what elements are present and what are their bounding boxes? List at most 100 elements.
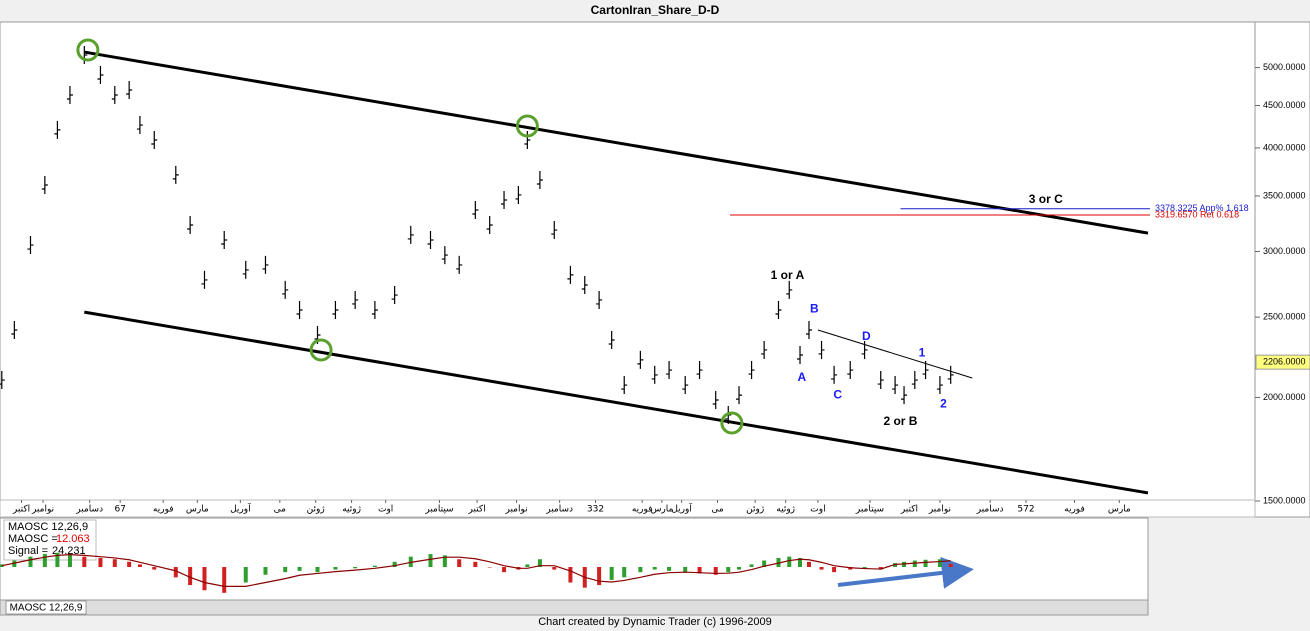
price-bar <box>901 386 908 405</box>
price-bar <box>877 371 884 390</box>
osc-bar <box>315 567 320 573</box>
osc-bar <box>948 563 953 567</box>
osc-bar <box>473 561 478 567</box>
osc-bar <box>188 567 193 586</box>
osc-bar <box>82 556 87 567</box>
osc-bar <box>173 567 178 578</box>
x-tick-label: سپتامبر <box>855 505 884 515</box>
price-bar <box>486 215 493 234</box>
price-bar <box>54 120 61 139</box>
osc-bar <box>787 556 792 567</box>
osc-bar <box>537 559 542 567</box>
price-bar <box>775 300 782 319</box>
price-bar <box>201 270 208 289</box>
fib-label: 3319.6570 Ret 0.618 <box>1155 209 1239 219</box>
osc-bar <box>609 567 614 580</box>
osc-bar <box>502 567 507 573</box>
osc-bar <box>112 559 117 567</box>
x-tick-label: دسامبر <box>545 505 573 515</box>
osc-bar <box>597 567 602 586</box>
trend-arrow <box>837 556 974 589</box>
x-tick-label: مارس <box>1108 505 1131 515</box>
osc-bar <box>152 567 157 570</box>
wave-label: 1 or A <box>771 268 805 282</box>
y-tick-label: 4000.0000 <box>1263 142 1306 152</box>
x-tick-label: ژوئن <box>746 505 764 515</box>
price-bar <box>172 165 179 184</box>
price-bar <box>551 221 558 240</box>
trend-line <box>817 329 973 379</box>
price-bar <box>581 276 588 295</box>
price-bar <box>515 185 522 204</box>
y-tick-label: 5000.0000 <box>1263 62 1306 72</box>
osc-bar <box>353 567 358 569</box>
price-bar <box>712 390 719 409</box>
osc-bar <box>333 567 338 570</box>
osc-bar <box>832 567 837 573</box>
x-tick-label: فوریه <box>1064 505 1085 515</box>
x-tick-label: می <box>274 505 287 515</box>
wave-label: B <box>810 301 819 315</box>
last-price-box <box>1255 354 1310 370</box>
pivot-circle <box>515 114 539 138</box>
osc-bar <box>568 567 573 583</box>
price-bar <box>41 176 48 195</box>
wave-label: C <box>833 388 842 402</box>
osc-legend-value: 12.063 <box>56 533 90 545</box>
wave-label: 1 <box>919 345 926 359</box>
x-tick-label: 572 <box>1017 505 1034 515</box>
price-bar <box>472 201 479 220</box>
osc-bar <box>749 564 754 567</box>
y-tick-label: 2500.0000 <box>1263 311 1306 321</box>
osc-bar <box>55 552 60 567</box>
price-bar <box>282 280 289 299</box>
osc-bar <box>98 557 103 567</box>
tab[interactable] <box>5 600 87 615</box>
price-bar <box>151 130 158 149</box>
price-bar <box>936 376 943 395</box>
osc-bar <box>667 567 672 571</box>
osc-legend-name: MAOSC = <box>8 533 58 545</box>
x-tick-label: اکتبر <box>468 505 486 515</box>
y-tick-label: 4500.0000 <box>1263 100 1306 110</box>
y-tick-label: 2000.0000 <box>1263 392 1306 402</box>
price-bar <box>0 371 5 390</box>
x-tick-label: 332 <box>587 505 604 515</box>
price-bar <box>187 215 194 234</box>
osc-bar <box>442 555 447 567</box>
price-bar <box>786 280 793 299</box>
y-tick-label: 1500.0000 <box>1263 495 1306 505</box>
osc-bar <box>762 560 767 567</box>
pivot-circle <box>76 38 100 62</box>
osc-bar <box>297 567 302 571</box>
price-bar <box>97 65 104 84</box>
osc-bar <box>878 567 883 570</box>
price-bar <box>296 300 303 319</box>
price-bar <box>847 361 854 380</box>
wave-label: D <box>862 329 871 343</box>
osc-bar <box>283 567 288 573</box>
price-bar <box>696 361 703 380</box>
osc-bar <box>726 567 731 573</box>
x-tick-label: نوامبر <box>31 505 54 515</box>
x-tick-label: ژوئیه <box>776 505 795 515</box>
signal-line <box>1 553 951 587</box>
osc-bar <box>457 559 462 567</box>
osc-bar <box>912 560 917 567</box>
channel-line <box>84 310 1149 495</box>
price-bar <box>332 300 339 319</box>
osc-bar <box>737 567 742 570</box>
price-bar <box>441 246 448 265</box>
x-tick-label: نوامبر <box>928 505 951 515</box>
x-tick-label: سپتامبر <box>424 505 453 515</box>
price-bar <box>748 361 755 380</box>
y-tick-label: 3000.0000 <box>1263 246 1306 256</box>
price-bar <box>242 260 249 279</box>
osc-bar <box>937 559 942 567</box>
osc-bar <box>243 567 248 583</box>
tab-label[interactable]: MAOSC 12,26,9 <box>10 603 83 614</box>
price-bar <box>262 255 269 274</box>
price-bar <box>352 290 359 309</box>
price-bar <box>682 376 689 395</box>
